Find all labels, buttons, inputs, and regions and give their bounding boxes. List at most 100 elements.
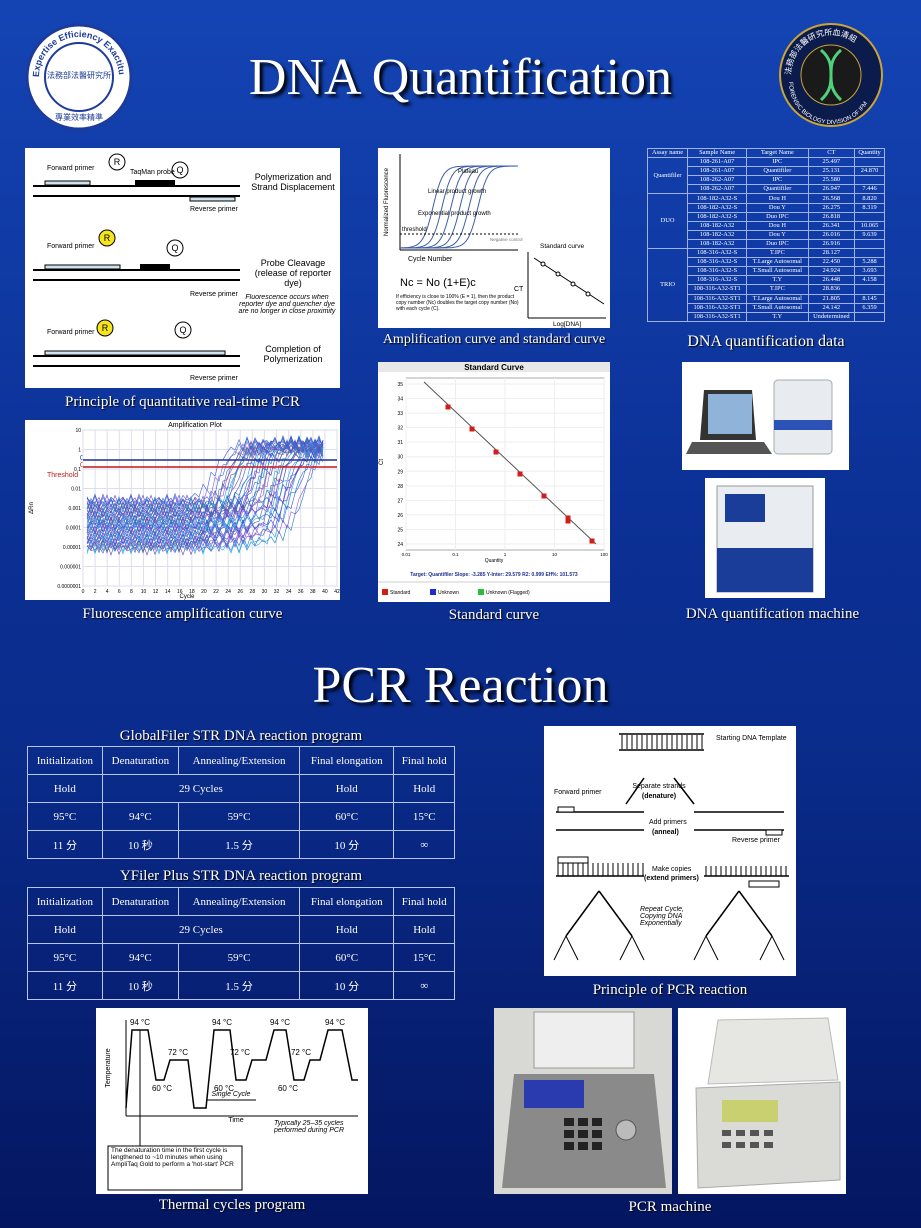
cell: 15°C	[393, 802, 455, 831]
row: Quantifiler 108-261-A07 IPC 25.497	[646, 157, 885, 195]
header-cell: Final elongation	[299, 887, 395, 916]
caption: GlobalFiler STR DNA reaction program	[119, 728, 363, 744]
reporter: R	[114, 157, 121, 167]
quantity-cell	[854, 238, 885, 250]
decoration	[44, 180, 91, 186]
y-tick-label: 26	[397, 513, 403, 519]
ct-cell: Undetermined	[807, 311, 856, 322]
decoration	[564, 1130, 574, 1138]
branch	[759, 935, 785, 961]
decoration	[773, 379, 833, 455]
quantity-cell: 7.446	[854, 184, 885, 195]
x-tick-label: 22	[213, 589, 219, 595]
legend-swatch	[478, 589, 484, 595]
x-tick-label: 38	[310, 589, 316, 595]
machine-photo	[705, 478, 825, 598]
row: 108-316-A32-S T.Y 26.448 4.158	[648, 275, 885, 286]
point	[565, 515, 571, 521]
decoration	[578, 1142, 588, 1150]
sketch-curve	[86, 435, 324, 547]
sample-cell: 108-182-A32	[687, 229, 748, 240]
temp: 72 °C	[168, 1048, 188, 1057]
decoration	[717, 548, 813, 592]
decoration	[748, 880, 780, 888]
branch	[619, 935, 645, 961]
decoration	[33, 185, 240, 367]
point	[541, 493, 547, 499]
curve-stats: Target: Quantifiler Slope: -3.285 Y-Inte…	[410, 572, 578, 578]
quantity-cell: 6.359	[854, 302, 885, 313]
decoration	[750, 1142, 759, 1148]
temp: 60 °C	[214, 1084, 234, 1093]
assay-cell: TRIO	[646, 248, 689, 322]
decoration	[598, 890, 633, 937]
row: 95°C 94°C 59°C 60°C 15°C	[27, 802, 455, 831]
decoration	[44, 42, 114, 112]
point	[565, 518, 571, 524]
cell: 29 Cycles	[101, 774, 301, 803]
x-tick-label: 10	[552, 552, 558, 557]
row: 108-316-A32-S T.Large Autosomal 22.450 5.28…	[648, 257, 885, 268]
decoration	[705, 890, 740, 937]
sketch-curve	[86, 444, 324, 514]
row: 11 分 10 秒 1.5 分 10 分 ∞	[27, 830, 455, 859]
sketch-curve	[86, 442, 324, 553]
cell: 29 Cycles	[101, 915, 301, 944]
step: Completion of Polymerization	[263, 344, 323, 364]
label: (denature)	[642, 793, 676, 800]
decoration: Polymerization and Strand Displacement	[251, 172, 335, 192]
temp: 94 °C	[212, 1018, 232, 1027]
decoration	[564, 1118, 602, 1150]
axis-label: Cycle	[179, 594, 195, 600]
sample-cell: 108-316-A32-S	[687, 257, 748, 268]
cell: 94°C	[101, 802, 180, 831]
label: Starting DNA Template	[716, 735, 787, 742]
ct-cell: 26.016	[807, 229, 856, 240]
caption: Fluorescence amplification curve	[82, 606, 283, 622]
x-tick-label: 20	[201, 589, 207, 595]
quantity-cell: 3.693	[854, 266, 885, 277]
caption: YFiler Plus STR DNA reaction program	[119, 868, 363, 884]
sketch-curve	[86, 443, 324, 554]
y-tick-label: 0.00001	[63, 545, 81, 551]
decoration	[557, 856, 589, 864]
header-cell: Assay name	[646, 147, 689, 159]
y-tick-label: 0.001	[68, 506, 81, 512]
x-tick-label: 42	[334, 589, 340, 595]
cell: 15°C	[393, 943, 455, 972]
branch	[693, 935, 719, 961]
caption: Principle of quantitative real-time PCR	[65, 394, 300, 410]
ct-cell: 25.131	[807, 166, 856, 177]
label: Negative control	[490, 237, 523, 242]
ct-cell: 24.924	[807, 266, 856, 277]
temp: 94 °C	[130, 1018, 150, 1027]
decoration	[722, 1100, 778, 1122]
cell: 95°C	[27, 943, 103, 972]
decoration	[524, 1080, 584, 1108]
x-tick-label: 2	[94, 589, 97, 595]
cell: 10 分	[299, 971, 395, 1000]
label: CT	[514, 286, 524, 293]
row: 108-316-A32-ST1 T.Y Undetermined	[648, 311, 885, 322]
program-table: Initialization Denaturation Annealing/Exte…	[27, 746, 455, 859]
legend-label: Standard	[390, 590, 411, 596]
axis-label: Temperature	[105, 1048, 112, 1087]
caption: Standard curve	[448, 607, 540, 623]
fluorescence-plot: Amplification Plot Cycle ΔRn 0.2 0.1 Thr…	[25, 420, 340, 600]
cell: 10 分	[299, 830, 395, 859]
label: Forward primer	[47, 243, 95, 250]
decoration	[592, 1118, 602, 1126]
point	[517, 471, 523, 477]
decoration	[736, 1130, 745, 1136]
y-tick-label: 0.1	[74, 467, 81, 473]
y-tick-label: 34	[397, 397, 403, 403]
cell: 11 分	[27, 971, 103, 1000]
y-tick-label: 27	[397, 498, 403, 504]
target-cell: T.Large Autosomal	[746, 257, 809, 268]
x-tick-label: 4	[106, 589, 109, 595]
cell: 11 分	[27, 830, 103, 859]
ct-cell: 26.275	[807, 202, 856, 213]
decoration	[722, 1142, 731, 1148]
sketch-curve	[400, 165, 518, 249]
quencher: Q	[179, 325, 186, 335]
